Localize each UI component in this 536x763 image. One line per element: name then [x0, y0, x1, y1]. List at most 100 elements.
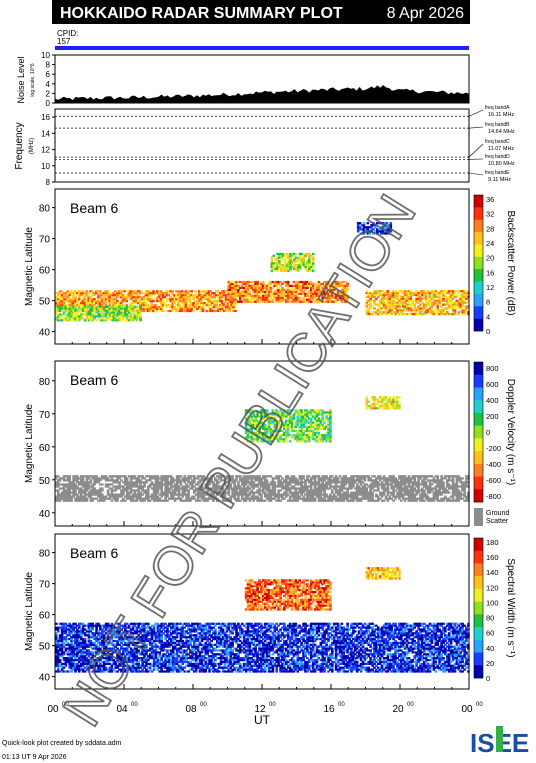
heatmap-cell: [164, 497, 167, 500]
heatmap-cell: [185, 495, 188, 498]
heatmap-cell: [263, 290, 267, 293]
heatmap-cell: [401, 479, 405, 482]
heatmap-cell: [267, 415, 271, 418]
colorbar-tick-label: 20: [486, 254, 494, 263]
heatmap-cell: [392, 479, 395, 482]
heatmap-cell: [248, 298, 252, 301]
heatmap-cell: [271, 409, 275, 412]
heatmap-cell: [424, 309, 428, 312]
heatmap-cell: [375, 489, 378, 492]
heatmap-cell: [96, 298, 100, 301]
heatmap-cell: [272, 254, 276, 257]
heatmap-cell: [355, 485, 359, 488]
heatmap-cell: [244, 411, 248, 414]
heatmap-cell: [74, 307, 77, 310]
heatmap-cell: [342, 284, 346, 287]
heatmap-cell: [120, 309, 123, 312]
heatmap-cell: [369, 477, 372, 480]
heatmap-cell: [208, 483, 211, 486]
heatmap-cell: [317, 499, 321, 502]
heatmap-cell: [409, 487, 413, 490]
heatmap-cell: [365, 487, 369, 490]
heatmap-cell: [147, 499, 150, 502]
heatmap-cell: [91, 304, 94, 307]
heatmap-cell: [271, 280, 275, 284]
heatmap-cell: [285, 267, 289, 270]
heatmap-cell: [375, 479, 378, 482]
heatmap-cell: [252, 288, 255, 291]
heatmap-cell: [235, 491, 238, 494]
heatmap-cell: [285, 485, 288, 488]
heatmap-cell: [373, 295, 376, 298]
heatmap-cell: [400, 489, 403, 492]
heatmap-cell: [223, 493, 227, 496]
heatmap-cell: [325, 475, 328, 478]
heatmap-cell: [85, 313, 89, 316]
heatmap-cell: [152, 495, 156, 498]
heatmap-cell: [283, 413, 286, 416]
heatmap-cell: [244, 294, 248, 297]
heatmap-cell: [306, 409, 309, 412]
heatmap-cell: [56, 491, 60, 494]
heatmap-cell: [182, 302, 186, 305]
heatmap-cell: [127, 483, 131, 486]
heatmap-cell: [74, 497, 77, 500]
heatmap-cell: [158, 300, 161, 303]
heatmap-cell: [252, 491, 255, 494]
heatmap-cell: [447, 479, 451, 482]
heatmap-cell: [74, 305, 77, 308]
heatmap-cell: [298, 487, 301, 490]
heatmap-cell: [262, 491, 265, 494]
heatmap-cell: [239, 499, 242, 502]
colorbar-frame: [473, 194, 484, 332]
heatmap-cell: [405, 481, 409, 484]
heatmap-cell: [386, 311, 390, 314]
heatmap-cell: [137, 294, 140, 297]
heatmap-cell: [180, 296, 184, 299]
heatmap-cell: [298, 475, 301, 478]
heatmap-cell: [313, 477, 317, 480]
heatmap-cell: [129, 296, 132, 299]
heatmap-cell: [70, 302, 73, 305]
heatmap-cell: [302, 284, 305, 287]
heatmap-cell: [166, 491, 169, 494]
heatmap-cell: [434, 491, 438, 494]
heatmap-cell: [125, 491, 129, 494]
heatmap-cell: [231, 282, 234, 285]
heatmap-cell: [112, 315, 116, 318]
heatmap-cell: [116, 319, 119, 322]
heatmap-cell: [308, 269, 311, 272]
heatmap-cell: [377, 499, 380, 502]
heatmap-cell: [100, 300, 104, 303]
heatmap-cell: [315, 475, 319, 478]
heatmap-cell: [313, 483, 317, 486]
heatmap-cell: [116, 305, 119, 308]
heatmap-cell: [118, 475, 121, 478]
heatmap-cell: [396, 297, 399, 300]
heatmap-cell: [152, 475, 156, 478]
heatmap-cell: [311, 495, 315, 498]
heatmap-cell: [89, 485, 93, 488]
heatmap-cell: [125, 300, 129, 303]
heatmap-cell: [262, 423, 265, 426]
heatmap-cell: [386, 295, 390, 298]
heatmap-cell: [187, 481, 190, 484]
heatmap-cell: [277, 438, 280, 441]
heatmap-cell: [263, 292, 267, 295]
heatmap-cell: [212, 483, 215, 486]
heatmap-cell: [74, 309, 77, 312]
heatmap-cell: [415, 295, 418, 298]
heatmap-cell: [89, 290, 92, 293]
heatmap-cell: [300, 421, 303, 424]
heatmap-cell: [177, 491, 181, 494]
heatmap-cell: [159, 307, 163, 311]
heatmap-cell: [252, 296, 255, 299]
heatmap-cell: [294, 290, 298, 293]
heatmap-cell: [309, 290, 313, 293]
heatmap-cell: [117, 294, 121, 297]
heatmap-cell: [108, 302, 111, 305]
heatmap-cell: [108, 313, 112, 316]
heatmap-cell: [442, 295, 445, 298]
heatmap-cell: [363, 495, 367, 498]
heatmap-cell: [150, 475, 154, 478]
